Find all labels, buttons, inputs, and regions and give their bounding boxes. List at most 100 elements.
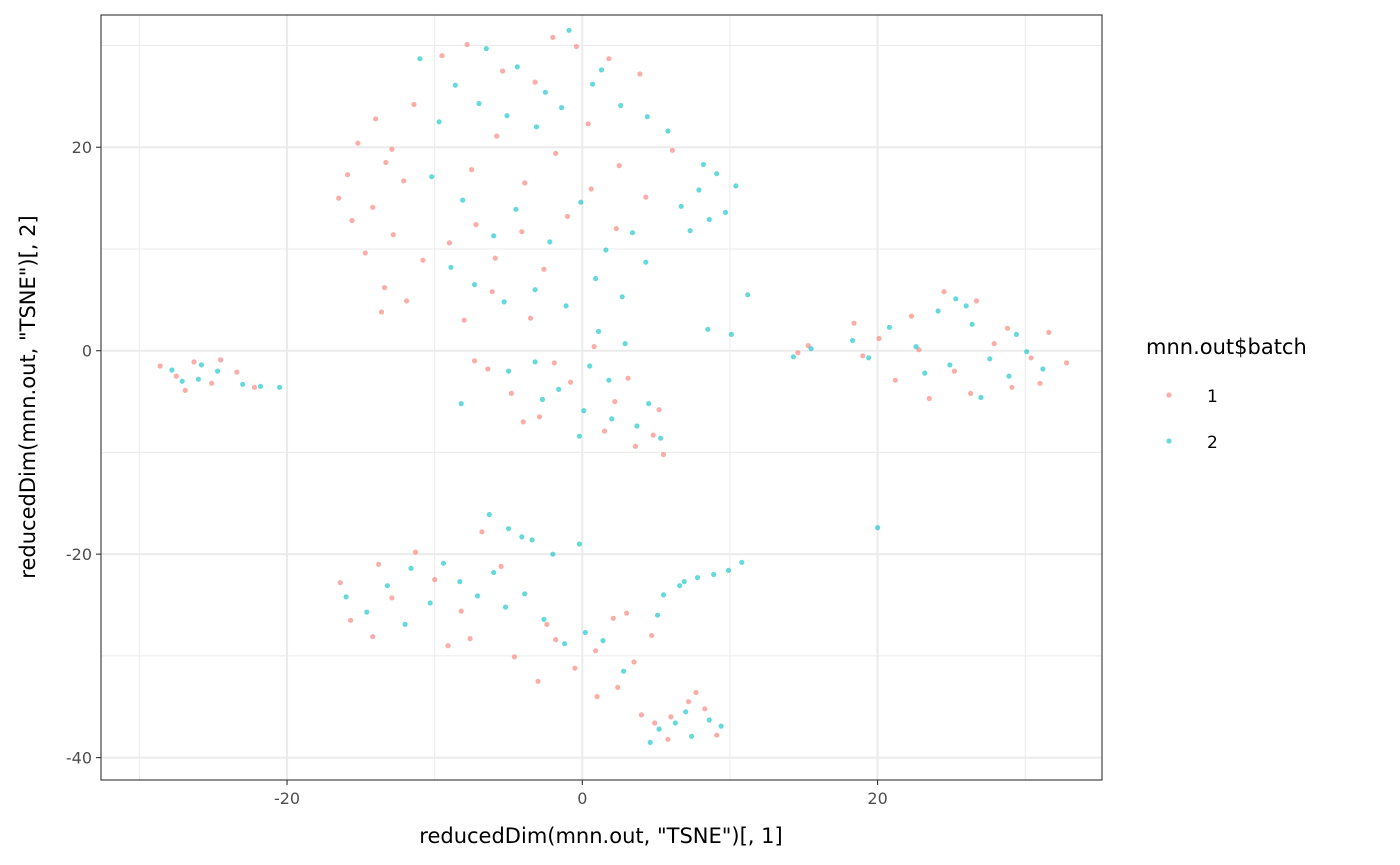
legend-key bbox=[1166, 438, 1172, 444]
data-point bbox=[562, 641, 568, 647]
data-point bbox=[373, 116, 379, 122]
data-point bbox=[622, 341, 628, 347]
data-point bbox=[508, 390, 514, 396]
data-point bbox=[650, 432, 656, 438]
data-point bbox=[458, 608, 464, 614]
data-point bbox=[532, 79, 538, 85]
data-point bbox=[652, 720, 658, 726]
data-point bbox=[471, 358, 478, 364]
data-point bbox=[257, 383, 264, 389]
data-point bbox=[705, 326, 711, 332]
data-point bbox=[978, 394, 984, 401]
data-point bbox=[593, 275, 599, 282]
data-point bbox=[411, 101, 417, 108]
data-point bbox=[500, 68, 506, 74]
data-point bbox=[849, 337, 856, 344]
data-point bbox=[725, 567, 732, 574]
data-point bbox=[700, 161, 707, 168]
data-point bbox=[585, 121, 591, 127]
data-point bbox=[491, 233, 497, 239]
data-point bbox=[412, 549, 419, 555]
data-point bbox=[533, 124, 540, 130]
y-tick-label: 20 bbox=[72, 138, 92, 157]
data-point bbox=[198, 362, 204, 368]
legend-key bbox=[1166, 392, 1172, 398]
data-point bbox=[532, 359, 538, 365]
data-point bbox=[618, 102, 624, 109]
data-point bbox=[808, 346, 814, 352]
data-point bbox=[947, 362, 953, 368]
data-point bbox=[649, 632, 655, 639]
data-point bbox=[349, 217, 355, 224]
data-point bbox=[541, 266, 547, 272]
data-point bbox=[1024, 349, 1030, 355]
data-point bbox=[505, 526, 512, 532]
data-point bbox=[672, 720, 678, 726]
data-point bbox=[390, 232, 396, 238]
data-point bbox=[610, 615, 616, 621]
data-point bbox=[564, 213, 571, 219]
data-point bbox=[714, 732, 720, 738]
data-point bbox=[612, 399, 618, 405]
data-point bbox=[551, 360, 557, 366]
data-point bbox=[590, 81, 596, 87]
data-point bbox=[567, 379, 574, 385]
data-point bbox=[706, 216, 712, 223]
data-point bbox=[926, 395, 932, 402]
y-tick-label: -40 bbox=[66, 749, 92, 768]
data-point bbox=[234, 369, 240, 375]
data-point bbox=[696, 187, 702, 193]
data-point bbox=[728, 331, 735, 337]
data-point bbox=[566, 27, 572, 33]
data-point bbox=[1064, 360, 1070, 366]
data-point bbox=[209, 380, 215, 386]
data-point bbox=[625, 375, 631, 381]
data-point bbox=[474, 593, 481, 599]
data-point bbox=[492, 255, 498, 261]
data-point bbox=[689, 733, 695, 739]
legend: mnn.out$batch 12 bbox=[1146, 335, 1307, 453]
data-point bbox=[457, 579, 463, 585]
data-point bbox=[591, 344, 597, 350]
data-point bbox=[711, 571, 717, 578]
data-point bbox=[678, 203, 684, 209]
data-point bbox=[1004, 325, 1011, 331]
data-point bbox=[378, 309, 385, 315]
data-point bbox=[987, 356, 993, 362]
data-point bbox=[601, 428, 608, 434]
data-point bbox=[251, 384, 258, 390]
data-point bbox=[963, 303, 969, 309]
data-point bbox=[745, 292, 751, 298]
data-point bbox=[218, 357, 224, 363]
data-point bbox=[541, 616, 547, 622]
data-point bbox=[505, 368, 512, 374]
data-point bbox=[632, 443, 639, 449]
data-point bbox=[616, 163, 622, 169]
data-point bbox=[665, 736, 671, 742]
data-point bbox=[634, 423, 640, 429]
data-point bbox=[401, 178, 407, 184]
data-point bbox=[573, 43, 580, 50]
legend-items: 12 bbox=[1166, 387, 1218, 453]
legend-label: 2 bbox=[1207, 433, 1218, 453]
data-point bbox=[343, 594, 349, 600]
data-point bbox=[522, 591, 528, 597]
data-point bbox=[886, 324, 893, 330]
data-point bbox=[173, 373, 179, 379]
data-point bbox=[439, 53, 445, 59]
data-point bbox=[643, 194, 649, 200]
data-point bbox=[790, 354, 797, 360]
data-point bbox=[519, 534, 525, 540]
panel-background bbox=[101, 15, 1102, 780]
data-point bbox=[502, 604, 509, 610]
data-point bbox=[542, 89, 549, 95]
data-point bbox=[631, 659, 637, 665]
data-point bbox=[277, 384, 283, 390]
data-point bbox=[619, 294, 625, 300]
data-point bbox=[706, 717, 712, 723]
data-point bbox=[519, 229, 525, 235]
data-point bbox=[559, 105, 565, 111]
data-point bbox=[609, 416, 615, 422]
data-point bbox=[553, 150, 559, 156]
